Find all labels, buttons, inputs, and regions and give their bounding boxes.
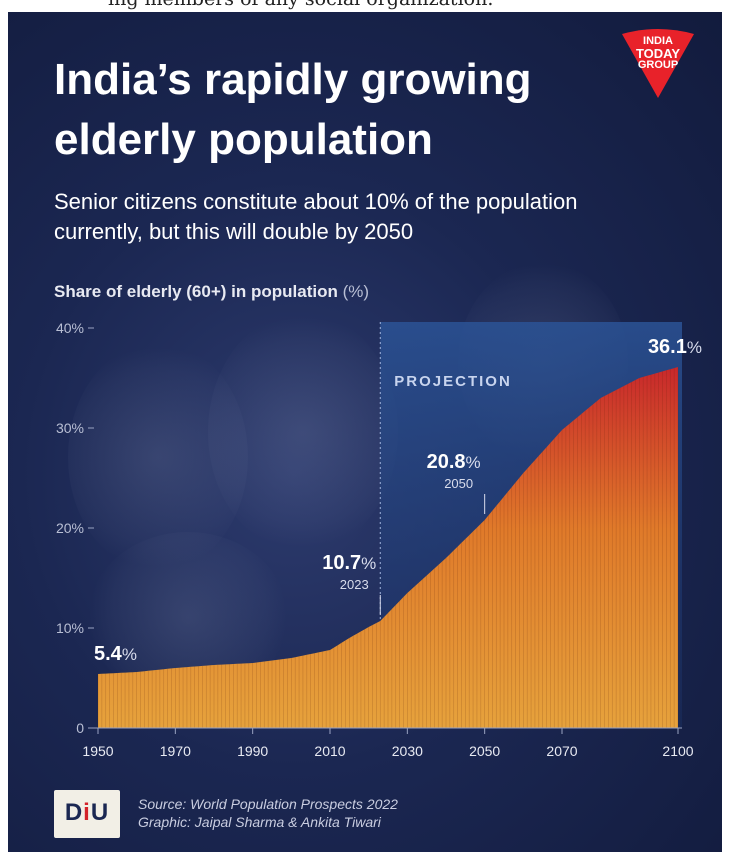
annotation-year: 2023 xyxy=(340,577,369,592)
annotation-unit: % xyxy=(687,338,702,357)
logo-line-3: GROUP xyxy=(637,59,679,71)
logo-shape xyxy=(622,29,694,98)
annotation-unit: % xyxy=(122,645,137,664)
logo-line-1: INDIA xyxy=(643,35,673,47)
annotation-value: 5.4% xyxy=(94,643,137,665)
x-tick-label: 1950 xyxy=(82,743,113,759)
x-axis: 1950 1970 1990 2010 2030 2050 2070 2100 xyxy=(82,727,694,759)
y-tick-label: 0 xyxy=(76,720,84,736)
annotation-number: 20.8 xyxy=(427,451,466,473)
diu-logo-d: D xyxy=(64,799,84,826)
annotation-unit: % xyxy=(466,453,481,472)
annotation-number: 10.7 xyxy=(322,552,361,574)
x-tick-label: 2030 xyxy=(392,743,423,759)
y-tick-label: 20% xyxy=(56,520,84,536)
source-credit: Source: World Population Prospects 2022 xyxy=(138,796,398,812)
title-line-1: India’s rapidly growing xyxy=(54,55,532,104)
chart-label-unit: (%) xyxy=(342,282,370,301)
series-bars xyxy=(97,367,679,728)
diu-logo: DiU xyxy=(54,790,120,838)
logo-text: INDIA TODAY GROUP xyxy=(618,36,698,71)
page-title: India’s rapidly growing elderly populati… xyxy=(54,50,532,170)
india-today-group-logo: INDIA TODAY GROUP xyxy=(618,28,698,100)
annotation-unit: % xyxy=(361,554,376,573)
y-tick-label: 10% xyxy=(56,620,84,636)
annotation-value: 10.7% xyxy=(322,552,376,574)
graphic-credit: Graphic: Jaipal Sharma & Ankita Tiwari xyxy=(138,814,381,830)
diu-logo-u: U xyxy=(90,799,110,826)
annotation-number: 5.4 xyxy=(94,643,123,665)
x-tick-label: 1970 xyxy=(160,743,191,759)
elderly-share-chart: PROJECTION 0 10% 20% 30% 40% 1950 1970 1990 201… xyxy=(56,320,702,759)
x-tick-label: 1990 xyxy=(237,743,268,759)
series-area xyxy=(98,367,678,728)
infographic-card: India’s rapidly growing elderly populati… xyxy=(8,12,722,852)
diu-logo-text: DiU xyxy=(54,799,120,827)
x-tick-label: 2100 xyxy=(662,743,693,759)
x-tick-label: 2070 xyxy=(546,743,577,759)
clipped-article-text: ing members of any social organization. xyxy=(0,0,730,12)
title-line-2: elderly population xyxy=(54,115,433,164)
background-photo-face xyxy=(68,342,248,572)
annotation-number: 36.1 xyxy=(648,336,687,358)
y-tick-label: 30% xyxy=(56,420,84,436)
y-tick-label: 40% xyxy=(56,320,84,336)
x-tick-label: 2050 xyxy=(469,743,500,759)
background-photo-face xyxy=(208,312,398,552)
credits: Source: World Population Prospects 2022 … xyxy=(138,795,398,831)
diu-logo-i: i xyxy=(83,799,91,826)
annotation-value: 20.8% xyxy=(427,451,481,473)
projection-label: PROJECTION xyxy=(394,373,512,390)
logo-line-2: TODAY xyxy=(635,46,681,61)
annotation-year: 2050 xyxy=(444,476,473,491)
subtitle: Senior citizens constitute about 10% of … xyxy=(54,189,578,244)
chart-label: Share of elderly (60+) in population (%) xyxy=(54,282,369,302)
annotation-value: 36.1% xyxy=(648,336,702,358)
y-axis: 0 10% 20% 30% 40% xyxy=(56,320,94,736)
clipped-text: ing members of any social organization. xyxy=(108,0,493,10)
chart-label-main: Share of elderly (60+) in population xyxy=(54,282,338,301)
x-tick-label: 2010 xyxy=(314,743,345,759)
